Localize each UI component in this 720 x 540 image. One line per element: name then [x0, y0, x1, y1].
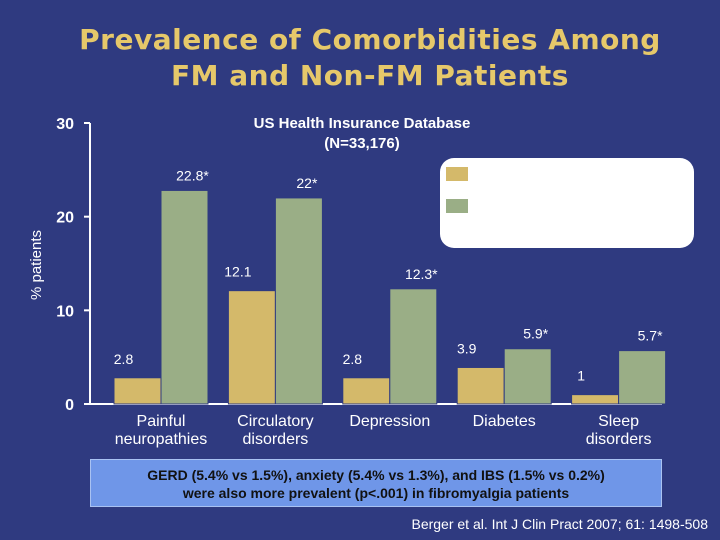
- legend-significance-note: * p<0.001: [457, 227, 518, 243]
- chart-subtitle-line2: (N=33,176): [324, 135, 399, 152]
- y-tick-label: 10: [56, 303, 74, 320]
- category-label: disorders: [242, 431, 308, 448]
- chart-subtitle-line1: US Health Insurance Database: [254, 115, 471, 132]
- bar-fm: [389, 288, 438, 405]
- y-tick-label: 0: [65, 397, 74, 414]
- bar-non-fm: [113, 377, 162, 405]
- note-line1: GERD (5.4% vs 1.5%), anxiety (5.4% vs 1.…: [147, 467, 605, 483]
- category-label: disorders: [586, 431, 652, 448]
- note-box: GERD (5.4% vs 1.5%), anxiety (5.4% vs 1.…: [90, 459, 662, 507]
- y-axis-label: % patients: [28, 230, 45, 300]
- value-label-non-fm: 2.8: [114, 351, 134, 367]
- value-label-fm: 5.7*: [638, 328, 663, 344]
- bar-non-fm: [342, 377, 391, 405]
- bar-non-fm: [456, 366, 505, 405]
- legend-box: [440, 158, 694, 248]
- value-label-fm: 22.8*: [176, 167, 209, 183]
- legend-swatch-fm: [446, 199, 468, 213]
- value-label-fm: 5.9*: [523, 326, 548, 342]
- category-label: Sleep: [598, 413, 639, 430]
- value-label-non-fm: 2.8: [343, 351, 363, 367]
- value-label-non-fm: 12.1: [224, 264, 251, 280]
- slide-title: Prevalence of Comorbidities Among FM and…: [60, 22, 680, 94]
- bar-fm: [618, 350, 667, 405]
- value-label-non-fm: 3.9: [457, 340, 477, 356]
- citation: Berger et al. Int J Clin Pract 2007; 61:…: [411, 516, 708, 532]
- bar-fm: [274, 197, 323, 405]
- category-label: Diabetes: [473, 413, 536, 430]
- legend-label-non-fm: Non-fibromyalgia patients: [484, 167, 654, 184]
- value-label-fm: 22*: [296, 175, 318, 191]
- category-label: Depression: [349, 413, 430, 430]
- bar-non-fm: [571, 394, 620, 405]
- note-line2: were also more prevalent (p<.001) in fib…: [182, 485, 570, 501]
- value-label-fm: 12.3*: [405, 266, 438, 282]
- value-label-non-fm: 1: [577, 368, 585, 384]
- category-label: Painful: [137, 413, 186, 430]
- y-tick-label: 20: [56, 210, 74, 227]
- bar-fm: [160, 189, 209, 405]
- legend-swatch-non-fm: [446, 167, 468, 181]
- slide-title-line1: Prevalence of Comorbidities Among: [79, 23, 661, 56]
- legend-label-fm: Fibromyalgia patients: [484, 200, 627, 217]
- bar-fm: [503, 348, 552, 405]
- slide-title-line2: FM and Non-FM Patients: [171, 59, 569, 92]
- y-tick-label: 30: [56, 116, 74, 133]
- bar-non-fm: [227, 290, 276, 405]
- category-label: neuropathies: [115, 431, 208, 448]
- category-label: Circulatory: [237, 413, 313, 430]
